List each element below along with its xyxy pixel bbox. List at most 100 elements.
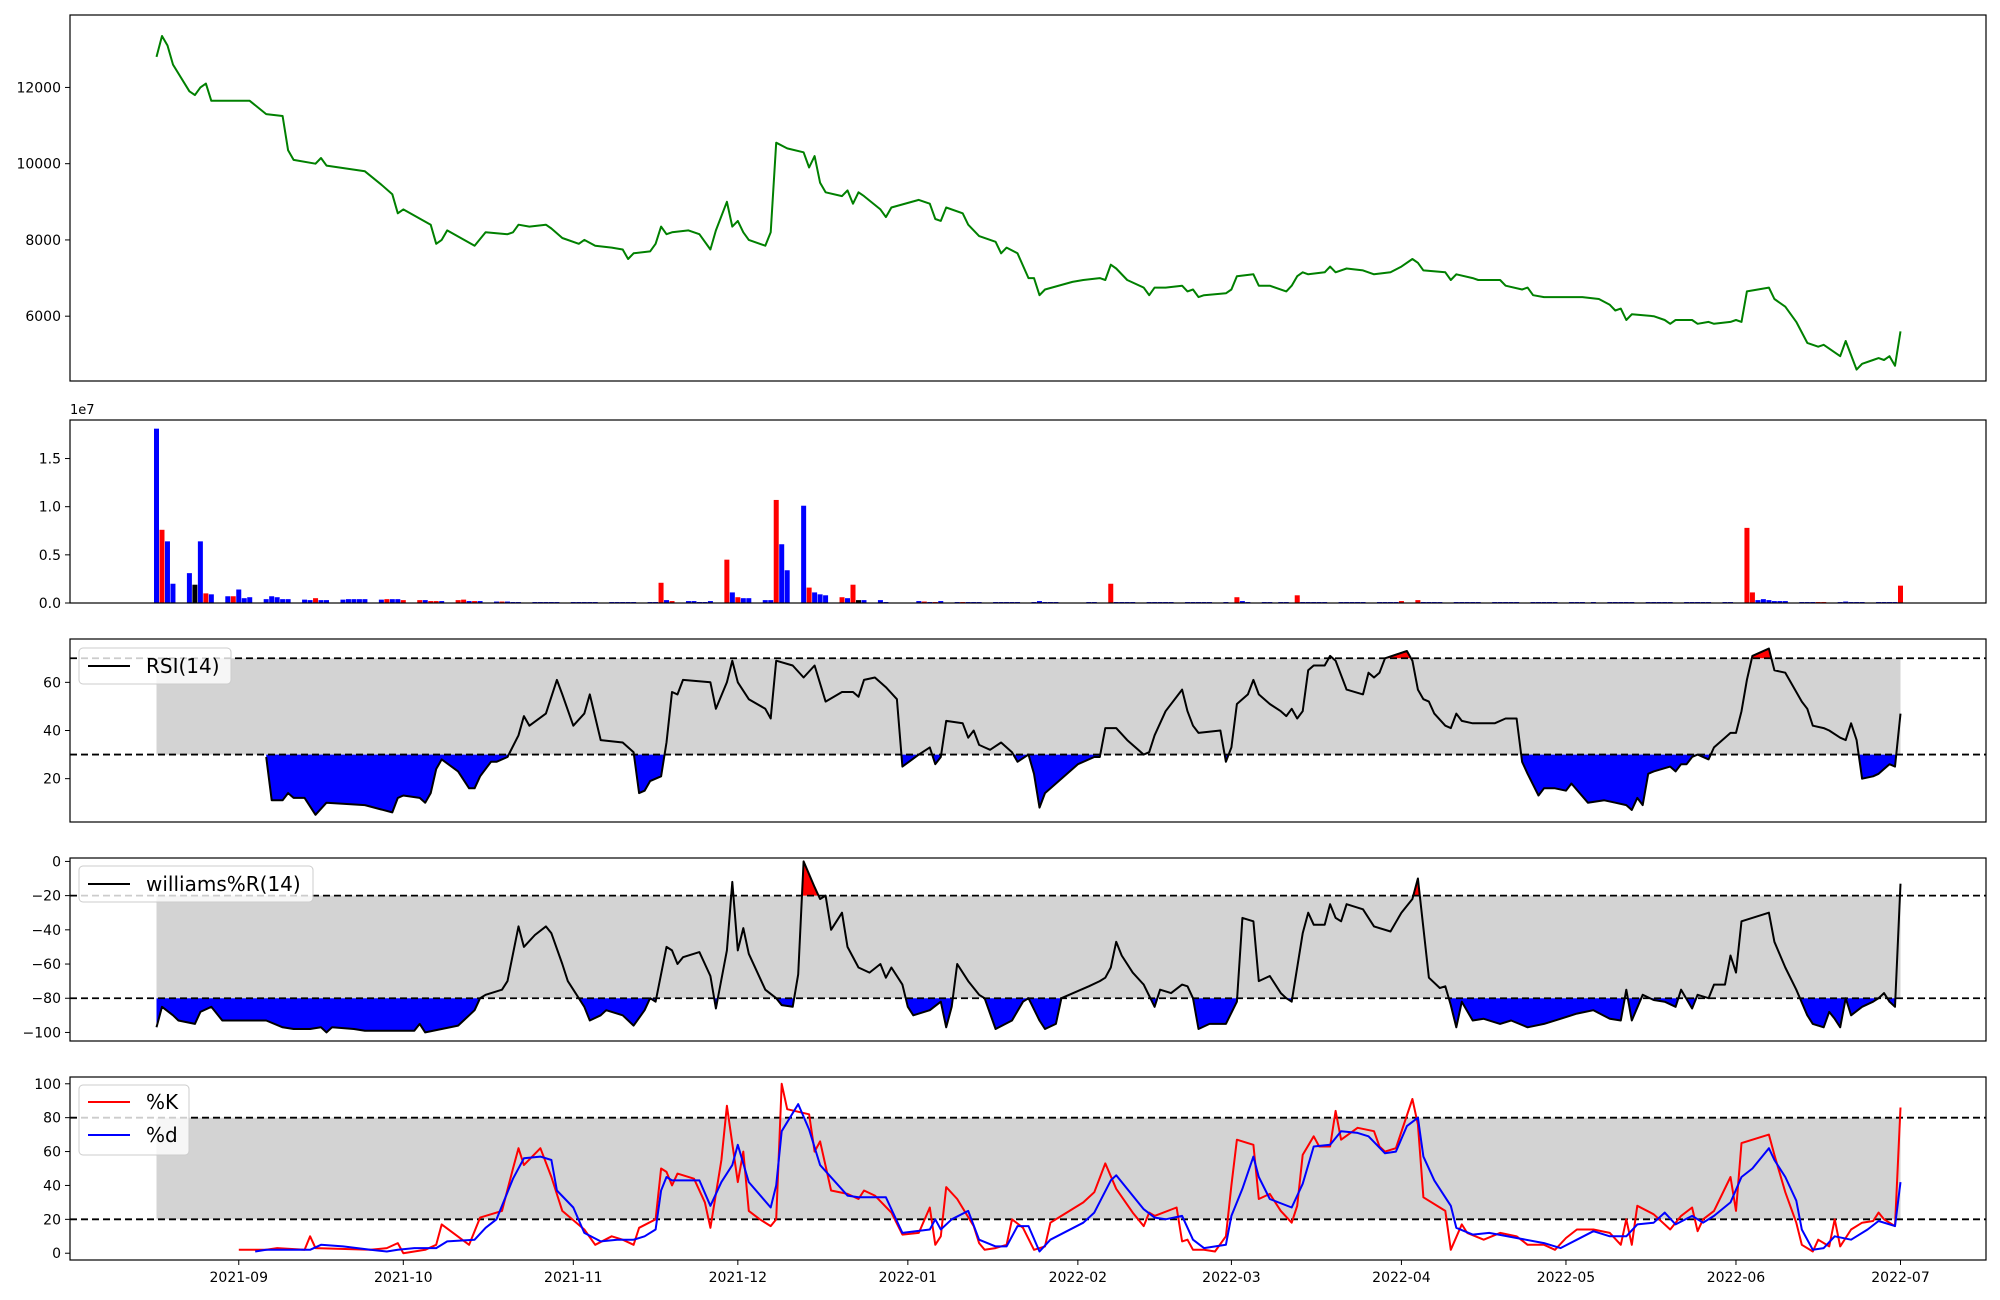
x-tick-label: 2022-03 <box>1202 1270 1261 1286</box>
williams-panel: −100 −80 −60 −40 −20 0 williams%R(14) <box>23 854 1987 1042</box>
volume-bar <box>389 599 395 603</box>
volume-axes-frame <box>69 419 1987 604</box>
rsi-y-axis: 20 40 60 <box>43 675 70 788</box>
volume-bar <box>351 599 357 603</box>
oversold-fill <box>932 754 942 765</box>
price-plot-content <box>155 35 1902 371</box>
oversold-fill <box>1858 754 1897 779</box>
x-tick-label: 2021-11 <box>544 1270 603 1286</box>
volume-bar <box>466 601 472 603</box>
volume-bar <box>658 582 664 603</box>
volume-bar <box>417 600 423 603</box>
y-tick-label: −60 <box>31 957 61 973</box>
oversold-fill <box>905 998 953 1028</box>
y-tick-label: 0 <box>52 854 61 870</box>
volume-bar <box>362 599 368 603</box>
volume-bar <box>230 596 236 603</box>
williams-y-axis: −100 −80 −60 −40 −20 0 <box>23 854 70 1041</box>
y-tick-label: 60 <box>43 1145 61 1161</box>
volume-bar <box>812 592 818 603</box>
price-axes-frame <box>69 14 1987 382</box>
williams-axes-frame <box>69 857 1987 1042</box>
volume-bar <box>285 599 291 603</box>
volume-bar <box>356 599 362 603</box>
volume-bar <box>1294 595 1300 603</box>
volume-bar <box>313 598 319 603</box>
stochastic-y-axis: 0 20 40 60 80 100 <box>34 1077 70 1262</box>
volume-bar <box>274 597 280 603</box>
volume-bar <box>768 600 774 603</box>
williams-legend-label: williams%R(14) <box>146 872 301 896</box>
volume-bar <box>1749 592 1755 603</box>
y-tick-label: 0 <box>52 1246 61 1262</box>
price-line <box>155 35 1902 371</box>
series-line-0 <box>265 647 1902 816</box>
volume-bar <box>779 544 785 603</box>
volume-bar <box>1777 601 1783 603</box>
volume-plot-content <box>154 428 1903 603</box>
neutral-band <box>156 1117 1901 1220</box>
volume-bar <box>740 598 746 603</box>
volume-bar <box>159 529 165 603</box>
volume-bar <box>762 600 768 603</box>
volume-bar <box>773 499 779 603</box>
volume-bar <box>340 599 346 603</box>
y-tick-label: 1.5 <box>39 452 61 468</box>
volume-bar <box>302 599 308 603</box>
y-tick-label: 40 <box>43 1178 61 1194</box>
volume-bar <box>1782 601 1788 603</box>
volume-bar <box>845 598 851 603</box>
volume-bar <box>472 601 478 603</box>
y-tick-label: −20 <box>31 889 61 905</box>
volume-bar <box>839 597 845 603</box>
volume-bar <box>691 601 697 603</box>
price-y-axis: 6000 8000 10000 12000 <box>16 80 70 325</box>
y-tick-label: 60 <box>43 675 61 691</box>
y-tick-label: 6000 <box>25 309 61 325</box>
y-tick-label: 0.5 <box>39 548 61 564</box>
stochastic-legend: %K %d <box>78 1084 190 1156</box>
oversold-fill <box>266 754 509 815</box>
volume-bar <box>1766 600 1772 603</box>
volume-bar <box>197 541 203 603</box>
series-line-1 <box>255 1103 1902 1253</box>
y-tick-label: 1.0 <box>39 500 61 516</box>
volume-bar <box>735 597 741 603</box>
williams-legend-box <box>78 865 314 903</box>
volume-bar <box>477 601 483 603</box>
y-tick-label: 80 <box>43 1111 61 1127</box>
volume-bar <box>225 596 231 603</box>
stochastic-legend-d-label: %d <box>146 1123 178 1147</box>
y-tick-label: 40 <box>43 724 61 740</box>
volume-bar <box>1755 600 1761 603</box>
volume-bar <box>318 600 324 603</box>
series-line-0 <box>238 1082 1902 1255</box>
volume-bar <box>806 587 812 603</box>
neutral-band <box>156 895 1901 999</box>
y-tick-label: 20 <box>43 772 61 788</box>
volume-bar <box>247 597 253 603</box>
overbought-fill <box>1751 648 1772 659</box>
williams-plot-content <box>70 860 1986 1034</box>
volume-bar <box>1398 601 1404 603</box>
stochastic-plot-content <box>70 1082 1986 1255</box>
oversold-fill <box>1028 998 1062 1029</box>
oversold-fill <box>1448 998 1625 1028</box>
volume-bar <box>685 601 691 603</box>
oversold-fill <box>1028 754 1101 808</box>
volume-bar <box>384 599 390 603</box>
volume-offset-label: 1e7 <box>70 403 95 418</box>
volume-bar <box>186 573 192 603</box>
y-tick-label: −40 <box>31 923 61 939</box>
volume-bar <box>1843 601 1849 603</box>
volume-bar <box>916 601 922 603</box>
volume-bar <box>1760 599 1766 603</box>
volume-bar <box>433 601 439 603</box>
date-x-axis: 2021-09 2021-10 2021-11 2021-12 2022-01 2022-… <box>210 1260 1930 1286</box>
stochastic-legend-k-label: %K <box>146 1090 179 1114</box>
x-tick-label: 2021-10 <box>374 1270 433 1286</box>
y-tick-label: −100 <box>23 1025 61 1041</box>
rsi-panel: 20 40 60 RSI(14) <box>43 638 1987 823</box>
oversold-fill <box>984 998 1029 1029</box>
